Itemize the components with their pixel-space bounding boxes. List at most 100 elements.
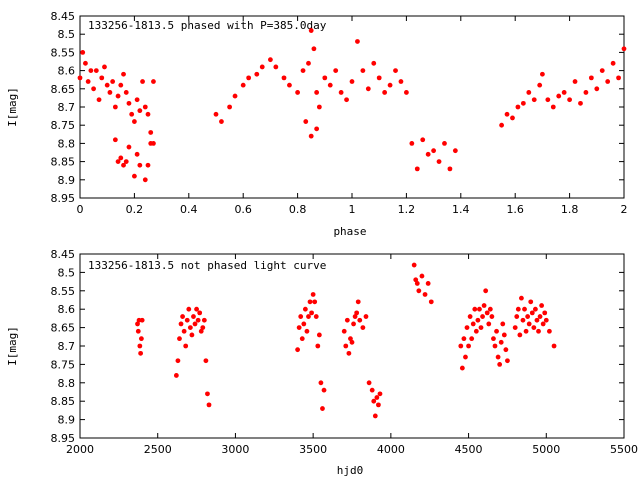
unphased-data-point bbox=[139, 317, 145, 323]
unphased-y-label: I[mag] bbox=[6, 326, 19, 366]
phased-data-point bbox=[365, 86, 371, 92]
phased-data-point bbox=[268, 57, 273, 63]
phased-data-point bbox=[118, 155, 124, 161]
phased-data-point bbox=[281, 75, 287, 81]
unphased-data-point bbox=[192, 321, 198, 327]
phased-data-point bbox=[605, 79, 611, 84]
phased-data-point bbox=[295, 90, 300, 95]
unphased-data-point bbox=[481, 303, 487, 308]
phased-data-point bbox=[599, 68, 605, 73]
phased-data-point bbox=[540, 71, 545, 77]
phased-data-point bbox=[338, 90, 344, 95]
unphased-data-point bbox=[310, 292, 316, 297]
phased-data-point bbox=[409, 141, 415, 146]
phased-x-tick-label: 0.4 bbox=[180, 203, 198, 216]
unphased-data-point bbox=[494, 328, 499, 334]
unphased-data-point bbox=[372, 413, 378, 419]
unphased-y-tick-label: 8.9 bbox=[58, 414, 76, 427]
phased-data-point bbox=[621, 46, 627, 52]
unphased-data-point bbox=[534, 317, 540, 323]
phased-data-point bbox=[151, 79, 156, 84]
unphased-data-point bbox=[191, 314, 196, 319]
phased-data-point bbox=[314, 90, 320, 95]
phased-x-tick-label: 0.6 bbox=[234, 203, 252, 216]
unphased-data-point bbox=[184, 317, 190, 323]
phased-data-point bbox=[132, 119, 137, 124]
phased-data-point bbox=[333, 68, 339, 73]
unphased-data-point bbox=[546, 328, 552, 334]
phased-data-point bbox=[254, 71, 260, 77]
phased-data-point bbox=[344, 97, 349, 103]
unphased-data-point bbox=[189, 332, 195, 338]
unphased-data-point bbox=[137, 343, 143, 349]
unphased-data-point bbox=[466, 343, 471, 349]
phased-x-tick-label: 0.8 bbox=[289, 203, 307, 216]
phased-data-point bbox=[126, 144, 132, 150]
phased-y-tick-label: 8.8 bbox=[58, 137, 76, 150]
phased-x-tick-label: 2 bbox=[621, 203, 628, 216]
unphased-y-tick-label: 8.55 bbox=[51, 285, 76, 298]
phased-data-point bbox=[588, 75, 594, 81]
unphased-data-point bbox=[321, 387, 327, 393]
phased-data-point bbox=[213, 111, 219, 117]
phased-data-point bbox=[121, 71, 126, 77]
unphased-data-point bbox=[529, 310, 535, 316]
phased-data-point bbox=[452, 148, 458, 154]
unphased-data-point bbox=[514, 314, 520, 319]
unphased-data-point bbox=[296, 325, 302, 330]
unphased-data-point bbox=[483, 288, 489, 294]
unphased-x-tick-label: 4000 bbox=[377, 443, 405, 456]
unphased-data-point bbox=[525, 314, 531, 319]
phased-data-point bbox=[88, 68, 94, 73]
unphased-data-point bbox=[351, 321, 356, 327]
phased-data-point bbox=[145, 111, 151, 117]
unphased-data-point bbox=[519, 295, 524, 301]
phased-plot: 133256-1813.5 phased with P=385.0day pha… bbox=[6, 10, 628, 238]
phased-data-point bbox=[300, 68, 306, 73]
unphased-data-point bbox=[477, 306, 482, 312]
unphased-data-point bbox=[307, 299, 313, 305]
unphased-y-tick-label: 8.6 bbox=[58, 303, 76, 316]
phased-data-point bbox=[246, 75, 252, 81]
unphased-data-point bbox=[501, 332, 507, 338]
phased-x-label: phase bbox=[333, 225, 366, 238]
phased-data-point bbox=[112, 137, 118, 143]
unphased-data-point bbox=[135, 321, 140, 327]
phased-data-point bbox=[142, 177, 148, 183]
phased-data-point bbox=[121, 162, 126, 168]
unphased-data-point bbox=[517, 332, 523, 338]
phased-data-point bbox=[80, 50, 86, 55]
unphased-data-point bbox=[198, 328, 204, 334]
unphased-data-point bbox=[201, 317, 207, 323]
phased-y-tick-label: 8.65 bbox=[51, 83, 76, 96]
phased-data-point bbox=[137, 162, 143, 168]
phased-data-point bbox=[550, 104, 556, 110]
unphased-data-point bbox=[425, 281, 431, 286]
phased-data-point bbox=[104, 82, 110, 88]
unphased-data-point bbox=[197, 310, 203, 316]
phased-data-point bbox=[107, 90, 113, 95]
phased-data-point bbox=[148, 130, 154, 135]
unphased-data-point bbox=[487, 306, 493, 312]
unphased-data-point bbox=[473, 328, 479, 334]
unphased-data-point bbox=[486, 321, 492, 327]
unphased-data-point bbox=[416, 288, 422, 294]
phased-data-point bbox=[425, 151, 431, 157]
unphased-data-point bbox=[320, 406, 325, 411]
phased-y-tick-label: 8.45 bbox=[51, 10, 76, 23]
phased-data-point bbox=[112, 104, 118, 110]
phased-data-point bbox=[227, 104, 233, 110]
phased-x-tick-label: 1.2 bbox=[398, 203, 416, 216]
unphased-data-point bbox=[374, 395, 380, 400]
phased-y-tick-label: 8.9 bbox=[58, 174, 76, 187]
unphased-data-point bbox=[344, 317, 350, 323]
unphased-data-point bbox=[533, 306, 538, 312]
unphased-x-tick-label: 2000 bbox=[66, 443, 94, 456]
phased-y-tick-label: 8.55 bbox=[51, 46, 76, 59]
unphased-data-point bbox=[542, 310, 548, 316]
phased-data-point bbox=[322, 75, 328, 81]
phased-data-point bbox=[349, 79, 355, 84]
phased-data-point bbox=[240, 82, 246, 88]
phased-y-tick-label: 8.7 bbox=[58, 101, 76, 114]
phased-plot-title: 133256-1813.5 phased with P=385.0day bbox=[88, 19, 327, 32]
